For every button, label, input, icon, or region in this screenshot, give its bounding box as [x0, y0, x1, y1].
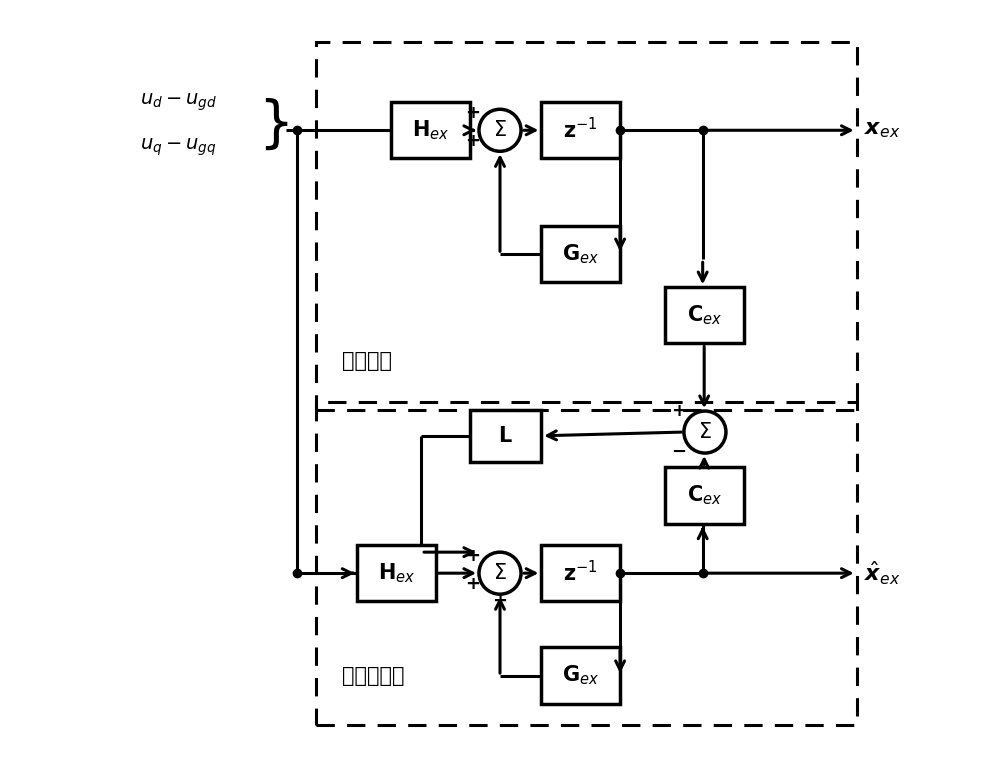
Bar: [470, 410, 541, 462]
Text: 实际系统: 实际系统: [342, 351, 392, 370]
Circle shape: [479, 109, 521, 151]
Bar: [541, 225, 620, 282]
Text: $u_q-u_{gq}$: $u_q-u_{gq}$: [140, 136, 216, 158]
Bar: [541, 647, 620, 704]
Text: $\Sigma$: $\Sigma$: [493, 120, 507, 140]
Text: $\Sigma$: $\Sigma$: [698, 422, 712, 442]
Text: $u_d-u_{gd}$: $u_d-u_{gd}$: [140, 91, 217, 112]
Bar: [357, 545, 436, 601]
Text: $\mathbf{H}_{ex}$: $\mathbf{H}_{ex}$: [412, 118, 449, 142]
Text: −: −: [671, 442, 686, 461]
Text: $\mathbf{G}_{ex}$: $\mathbf{G}_{ex}$: [562, 242, 599, 266]
Text: +: +: [465, 104, 480, 122]
Text: $\mathbf{G}_{ex}$: $\mathbf{G}_{ex}$: [562, 664, 599, 688]
Text: +: +: [671, 402, 686, 420]
Text: $\mathbf{z}^{-1}$: $\mathbf{z}^{-1}$: [563, 560, 598, 585]
Text: $\mathbf{C}_{ex}$: $\mathbf{C}_{ex}$: [687, 304, 722, 327]
Text: 干扰观测器: 干扰观测器: [342, 666, 405, 686]
Text: $\}$: $\}$: [258, 96, 288, 152]
Text: $\boldsymbol{x}_{ex}$: $\boldsymbol{x}_{ex}$: [864, 120, 900, 140]
Text: $\Sigma$: $\Sigma$: [493, 563, 507, 583]
Circle shape: [479, 552, 521, 594]
Bar: [665, 468, 744, 524]
Text: $\mathbf{C}_{ex}$: $\mathbf{C}_{ex}$: [687, 483, 722, 507]
Text: +: +: [465, 575, 480, 593]
Text: $\hat{\boldsymbol{x}}_{ex}$: $\hat{\boldsymbol{x}}_{ex}$: [864, 559, 900, 587]
Text: +: +: [492, 592, 508, 610]
Bar: [541, 545, 620, 601]
Bar: [665, 287, 744, 344]
Text: $\mathbf{z}^{-1}$: $\mathbf{z}^{-1}$: [563, 118, 598, 143]
Bar: [316, 42, 857, 410]
Circle shape: [684, 411, 726, 453]
Bar: [391, 102, 470, 158]
Bar: [316, 402, 857, 725]
Bar: [541, 102, 620, 158]
Text: +: +: [465, 132, 480, 150]
Text: $\mathbf{H}_{ex}$: $\mathbf{H}_{ex}$: [378, 561, 416, 584]
Text: +: +: [465, 547, 480, 565]
Text: $\mathbf{L}$: $\mathbf{L}$: [498, 426, 513, 446]
